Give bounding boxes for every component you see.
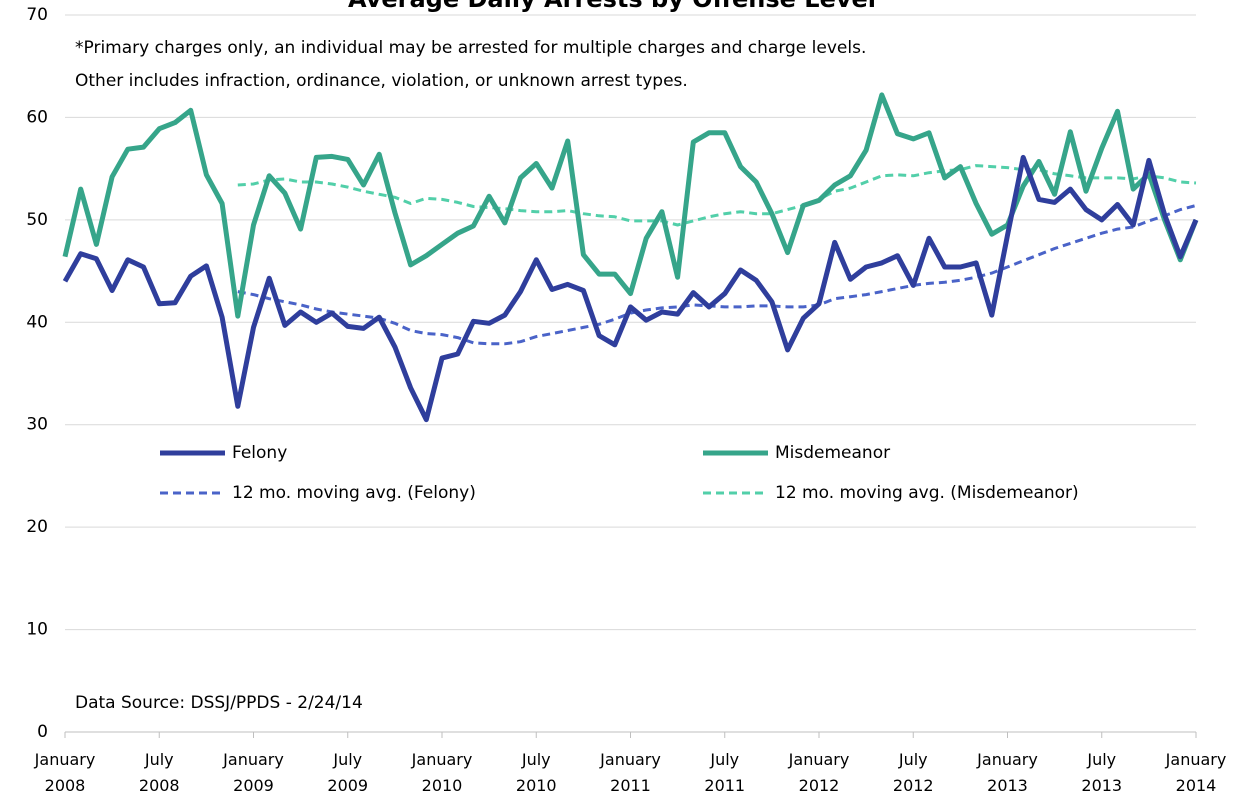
y-tick-label: 60: [26, 107, 48, 127]
x-tick-label: January 2008: [34, 750, 96, 795]
annotation: *Primary charges only, an individual may…: [75, 38, 866, 58]
x-tick-label: January 2011: [599, 750, 661, 795]
x-tick-label: July 2013: [1081, 750, 1122, 795]
x-tick-label: January 2010: [411, 750, 473, 795]
y-tick-label: 10: [26, 620, 48, 640]
x-tick-label: January 2012: [788, 750, 850, 795]
series-line: [62, 92, 1199, 319]
x-tick-label: July 2011: [704, 750, 745, 795]
x-tick-label: July 2010: [516, 750, 557, 795]
x-tick-label: January 2009: [222, 750, 284, 795]
legend-label: 12 mo. moving avg. (Felony): [232, 483, 476, 503]
y-tick-label: 70: [26, 5, 48, 25]
x-tick-label: July 2012: [893, 750, 934, 795]
x-tick-label: January 2013: [976, 750, 1038, 795]
y-tick-label: 0: [37, 722, 48, 742]
y-tick-label: 40: [26, 312, 48, 332]
y-tick-label: 30: [26, 415, 48, 435]
chart-title: Average Daily Arrests by Offense Level: [348, 0, 876, 13]
series-line: [62, 154, 1199, 423]
legend-label: 12 mo. moving avg. (Misdemeanor): [775, 483, 1079, 503]
series-line: [237, 164, 1197, 227]
y-tick-label: 50: [26, 210, 48, 230]
x-tick-label: July 2009: [327, 750, 368, 795]
legend-label: Felony: [232, 443, 287, 463]
annotation: Data Source: DSSJ/PPDS - 2/24/14: [75, 693, 363, 713]
annotation: Other includes infraction, ordinance, vi…: [75, 71, 688, 91]
x-tick-label: January 2014: [1165, 750, 1227, 795]
y-tick-label: 20: [26, 517, 48, 537]
x-tick-label: July 2008: [139, 750, 180, 795]
series-line: [237, 204, 1197, 346]
legend-label: Misdemeanor: [775, 443, 890, 463]
